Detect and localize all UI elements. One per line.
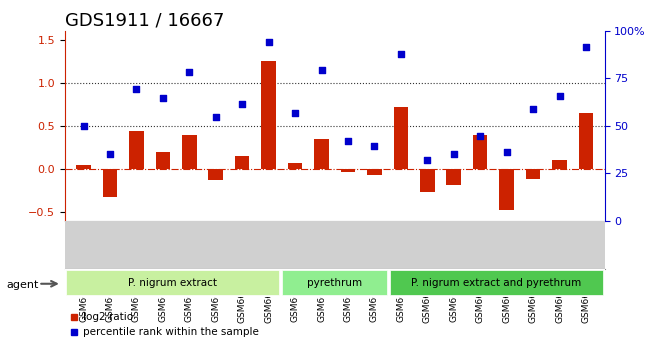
Point: [131, 86, 142, 91]
Point: [211, 115, 221, 120]
Bar: [447, 169, 461, 185]
Point: [317, 67, 327, 73]
Text: P. nigrum extract and pyrethrum: P. nigrum extract and pyrethrum: [411, 278, 582, 288]
Text: agent: agent: [6, 280, 39, 289]
Bar: [394, 107, 408, 169]
Bar: [526, 169, 540, 179]
Point: [528, 106, 538, 111]
Bar: [261, 61, 276, 169]
Point: [158, 96, 168, 101]
Bar: [129, 131, 144, 169]
Bar: [499, 169, 514, 209]
Text: P. nigrum extract: P. nigrum extract: [129, 278, 217, 288]
Bar: [288, 163, 302, 169]
Point: [369, 143, 380, 149]
Point: [237, 101, 248, 107]
Text: pyrethrum: pyrethrum: [307, 278, 362, 288]
Bar: [209, 169, 223, 180]
Point: [475, 134, 486, 139]
Point: [396, 51, 406, 57]
Bar: [314, 139, 329, 169]
Point: [290, 110, 300, 116]
Point: [184, 70, 194, 75]
Legend: log2 ratio, percentile rank within the sample: log2 ratio, percentile rank within the s…: [70, 312, 259, 337]
Point: [263, 40, 274, 45]
Bar: [76, 165, 91, 169]
Point: [105, 151, 115, 156]
Bar: [367, 169, 382, 175]
Point: [78, 123, 88, 129]
Point: [422, 158, 432, 163]
FancyBboxPatch shape: [390, 270, 603, 295]
Bar: [182, 136, 196, 169]
Point: [343, 138, 353, 144]
Point: [448, 151, 459, 156]
FancyBboxPatch shape: [66, 270, 280, 295]
Bar: [420, 169, 435, 193]
Point: [581, 44, 592, 49]
Bar: [341, 169, 356, 172]
Bar: [103, 169, 117, 197]
Bar: [578, 113, 593, 169]
Point: [554, 93, 565, 99]
Point: [501, 149, 512, 155]
Bar: [155, 152, 170, 169]
FancyBboxPatch shape: [282, 270, 387, 295]
Bar: [552, 160, 567, 169]
Text: GDS1911 / 16667: GDS1911 / 16667: [65, 11, 224, 29]
Bar: [235, 156, 250, 169]
Bar: [473, 136, 488, 169]
